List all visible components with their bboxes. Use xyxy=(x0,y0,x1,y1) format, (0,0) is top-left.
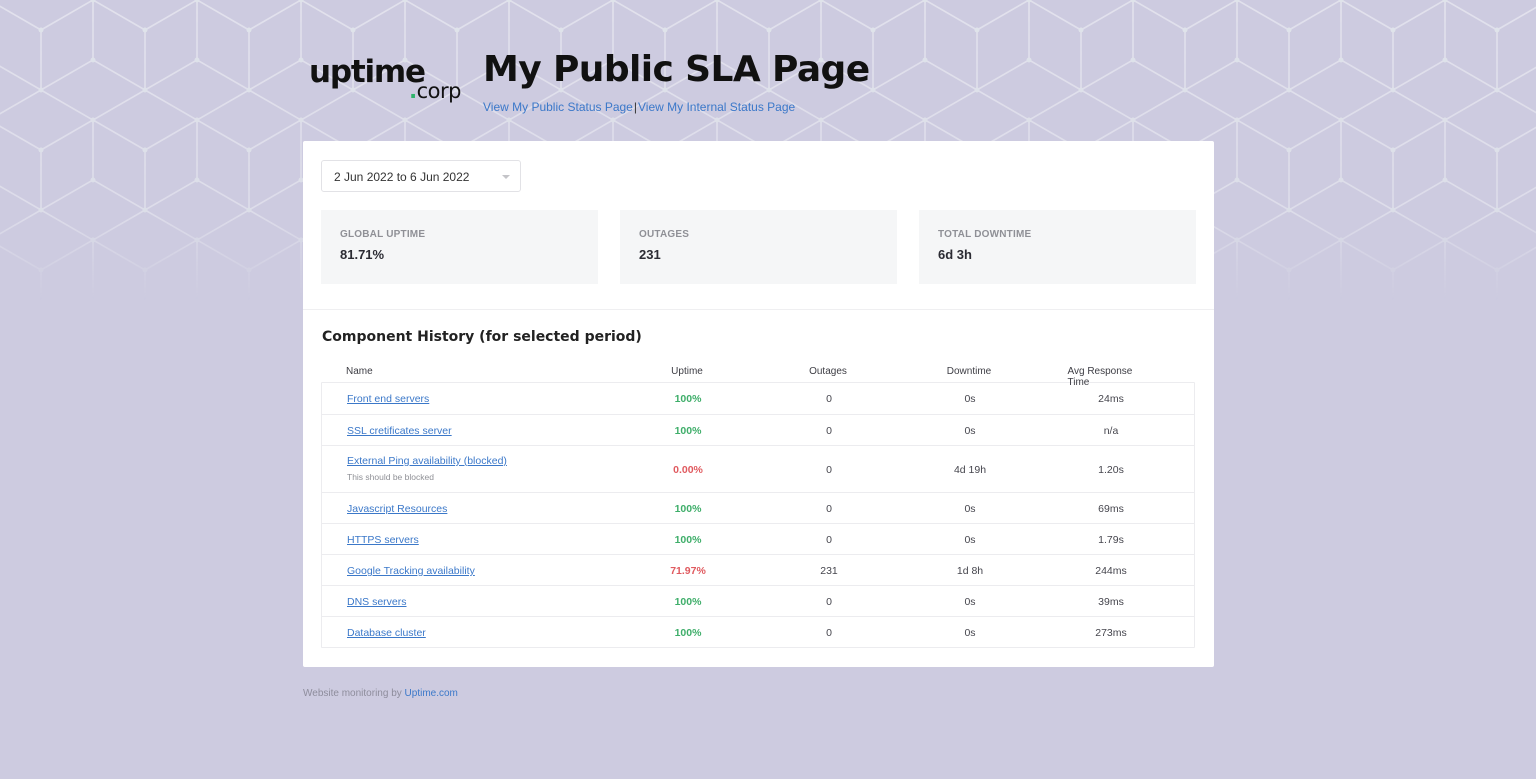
stat-label: GLOBAL UPTIME xyxy=(340,229,426,240)
table-row: Front end servers 100% 0 0s 24ms xyxy=(322,383,1194,414)
component-name-link[interactable]: Database cluster xyxy=(347,627,426,639)
table-row: External Ping availability (blocked) This… xyxy=(322,445,1194,492)
uptime-value: 100% xyxy=(674,425,702,437)
component-name-link[interactable]: External Ping availability (blocked) xyxy=(347,455,507,467)
column-header-uptime: Uptime xyxy=(671,366,703,377)
table-row: Javascript Resources 100% 0 0s 69ms xyxy=(322,492,1194,523)
component-name-link[interactable]: HTTPS servers xyxy=(347,534,419,546)
uptime-value: 0.00% xyxy=(673,464,703,476)
stat-label: OUTAGES xyxy=(639,229,690,240)
component-name-link[interactable]: SSL cretificates server xyxy=(347,425,452,437)
table-row: SSL cretificates server 100% 0 0s n/a xyxy=(322,414,1194,445)
logo-word: uptime xyxy=(309,54,426,90)
component-name-link[interactable]: Javascript Resources xyxy=(347,503,448,515)
stat-global-uptime: GLOBAL UPTIME 81.71% xyxy=(321,210,598,284)
outages-value: 231 xyxy=(820,565,838,577)
downtime-value: 0s xyxy=(964,627,976,639)
link-separator: | xyxy=(633,100,637,114)
column-header-name: Name xyxy=(346,366,373,377)
sla-card: 2 Jun 2022 to 6 Jun 2022 GLOBAL UPTIME 8… xyxy=(303,141,1214,667)
outages-value: 0 xyxy=(826,627,832,639)
stat-total-downtime: TOTAL DOWNTIME 6d 3h xyxy=(919,210,1196,284)
table-header: Name Uptime Outages Downtime Avg Respons… xyxy=(321,361,1195,388)
table-row: Google Tracking availability 71.97% 231 1d … xyxy=(322,554,1194,585)
stat-value: 231 xyxy=(639,247,661,262)
avg-response-value: 244ms xyxy=(1095,565,1127,577)
chevron-down-icon xyxy=(502,175,510,179)
downtime-value: 0s xyxy=(964,596,976,608)
footer: Website monitoring by Uptime.com xyxy=(303,688,458,699)
date-range-value: 2 Jun 2022 to 6 Jun 2022 xyxy=(334,170,470,184)
section-divider xyxy=(303,309,1214,310)
column-header-downtime: Downtime xyxy=(946,366,992,377)
outages-value: 0 xyxy=(826,393,832,405)
internal-status-page-link[interactable]: View My Internal Status Page xyxy=(637,100,796,114)
component-name-link[interactable]: Google Tracking availability xyxy=(347,565,475,577)
downtime-value: 0s xyxy=(964,503,976,515)
downtime-value: 4d 19h xyxy=(953,464,987,476)
downtime-value: 0s xyxy=(964,393,976,405)
downtime-value: 0s xyxy=(964,425,976,437)
summary-stats: GLOBAL UPTIME 81.71% OUTAGES 231 TOTAL D… xyxy=(321,210,1196,284)
stat-value: 81.71% xyxy=(340,247,385,262)
uptime-value: 100% xyxy=(674,596,702,608)
status-page-links: View My Public Status Page|View My Inter… xyxy=(483,100,795,114)
page-header: uptime .corp My Public SLA Page View My … xyxy=(309,50,1209,120)
uptime-value: 100% xyxy=(674,503,702,515)
footer-text: Website monitoring by xyxy=(303,688,402,699)
outages-value: 0 xyxy=(826,464,832,476)
component-history-table: Name Uptime Outages Downtime Avg Respons… xyxy=(321,361,1195,648)
avg-response-value: 1.79s xyxy=(1098,534,1124,546)
date-range-select[interactable]: 2 Jun 2022 to 6 Jun 2022 xyxy=(321,160,521,192)
uptime-value: 100% xyxy=(674,534,702,546)
downtime-value: 0s xyxy=(964,534,976,546)
uptime-value: 71.97% xyxy=(670,565,706,577)
avg-response-value: 24ms xyxy=(1098,393,1124,405)
page-title: My Public SLA Page xyxy=(483,49,870,90)
component-history-title: Component History (for selected period) xyxy=(322,329,642,345)
component-description: This should be blocked xyxy=(347,472,434,482)
outages-value: 0 xyxy=(826,425,832,437)
table-body: Front end servers 100% 0 0s 24ms SSL cretific… xyxy=(321,382,1195,648)
table-row: DNS servers 100% 0 0s 39ms xyxy=(322,585,1194,616)
table-row: Database cluster 100% 0 0s 273ms xyxy=(322,616,1194,647)
outages-value: 0 xyxy=(826,503,832,515)
uptime-com-link[interactable]: Uptime.com xyxy=(404,688,458,699)
avg-response-value: 273ms xyxy=(1095,627,1127,639)
table-row: HTTPS servers 100% 0 0s 1.79s xyxy=(322,523,1194,554)
column-header-outages: Outages xyxy=(809,366,847,377)
stat-value: 6d 3h xyxy=(938,247,972,262)
avg-response-value: 39ms xyxy=(1098,596,1124,608)
logo-suffix: .corp xyxy=(409,79,461,103)
outages-value: 0 xyxy=(826,596,832,608)
stat-label: TOTAL DOWNTIME xyxy=(938,229,1032,240)
uptime-value: 100% xyxy=(674,627,702,639)
avg-response-value: 1.20s xyxy=(1098,464,1124,476)
uptime-corp-logo[interactable]: uptime .corp xyxy=(309,54,462,106)
column-header-avg-response: Avg Response Time xyxy=(1067,366,1133,388)
outages-value: 0 xyxy=(826,534,832,546)
downtime-value: 1d 8h xyxy=(956,565,984,577)
avg-response-value: n/a xyxy=(1103,425,1119,437)
component-name-link[interactable]: DNS servers xyxy=(347,596,407,608)
component-name-link[interactable]: Front end servers xyxy=(347,393,430,405)
stat-outages: OUTAGES 231 xyxy=(620,210,897,284)
public-status-page-link[interactable]: View My Public Status Page xyxy=(483,100,633,114)
avg-response-value: 69ms xyxy=(1098,503,1124,515)
uptime-value: 100% xyxy=(674,393,702,405)
